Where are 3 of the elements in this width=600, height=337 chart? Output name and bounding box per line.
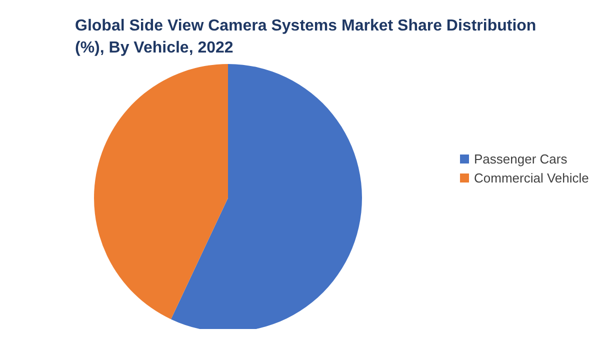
legend-label: Passenger Cars [474, 152, 568, 166]
legend-label: Commercial Vehicle [474, 170, 589, 186]
chart-title: Global Side View Camera Systems Market Share Distribution (%), By Vehicle, 2022 [75, 18, 536, 56]
